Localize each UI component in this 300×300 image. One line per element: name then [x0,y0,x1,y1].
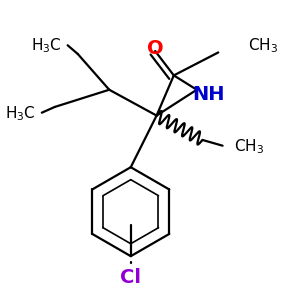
Text: CH$_3$: CH$_3$ [234,138,264,157]
Text: CH$_3$: CH$_3$ [248,36,278,55]
Text: H$_3$C: H$_3$C [5,105,36,124]
Text: O: O [147,39,164,58]
Text: NH: NH [192,85,224,104]
Text: Cl: Cl [120,268,141,287]
Text: H$_3$C: H$_3$C [31,36,62,55]
